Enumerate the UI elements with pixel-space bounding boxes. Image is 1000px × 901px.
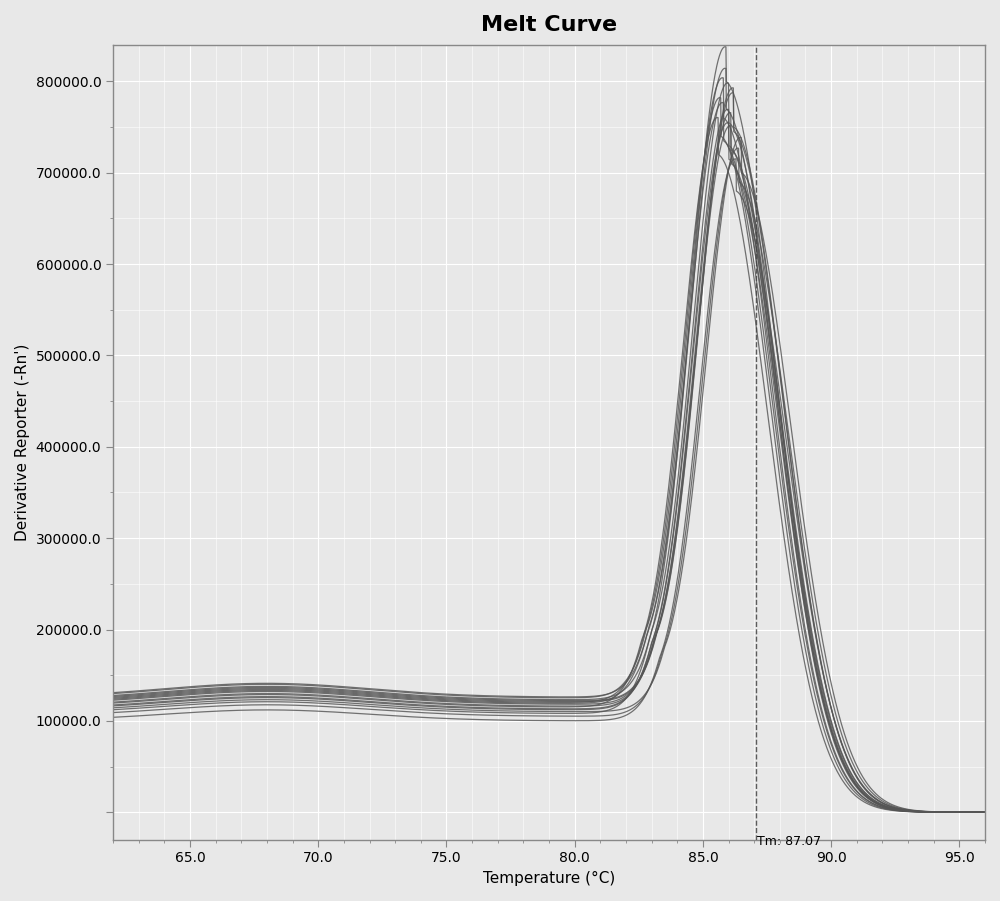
X-axis label: Temperature (°C): Temperature (°C) — [483, 871, 615, 886]
Y-axis label: Derivative Reporter (-Rn'): Derivative Reporter (-Rn') — [15, 343, 30, 541]
Text: Tm: 87.07: Tm: 87.07 — [757, 835, 821, 848]
Title: Melt Curve: Melt Curve — [481, 15, 617, 35]
